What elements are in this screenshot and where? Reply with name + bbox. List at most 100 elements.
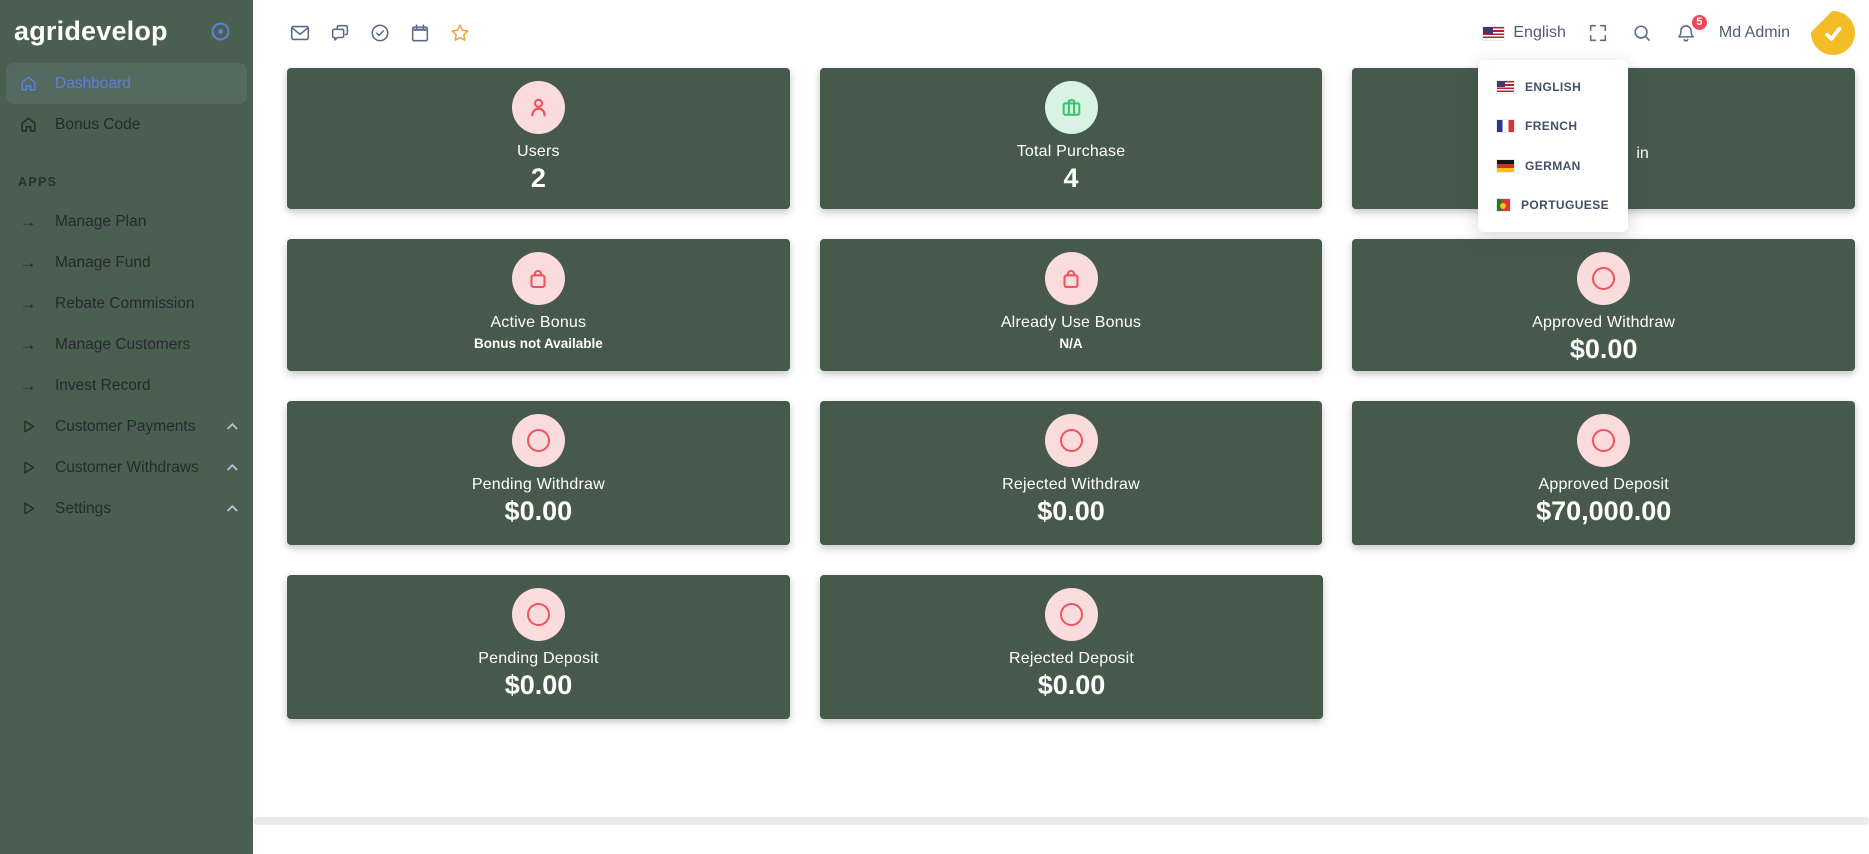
stat-card-label: Approved Withdraw	[1532, 314, 1676, 331]
sidebar-item-label: Dashboard	[55, 74, 131, 92]
stat-card-value: $0.00	[504, 496, 573, 526]
play-icon	[16, 459, 40, 476]
sidebar-item-customer-withdraws[interactable]: Customer Withdraws	[0, 447, 253, 488]
stat-card-label: Active Bonus	[490, 314, 587, 331]
stat-card-label-fragment: in	[1636, 145, 1649, 162]
stat-card-value: 4	[1063, 163, 1079, 193]
home-icon	[16, 115, 40, 134]
sidebar-header: agridevelop	[0, 0, 253, 63]
arrow-icon: →	[19, 253, 37, 272]
stat-card-label: Already Use Bonus	[1000, 314, 1142, 331]
lang-option-label: PORTUGUESE	[1520, 198, 1609, 213]
stat-card-approved-deposit: Approved Deposit $70,000.00	[1352, 401, 1856, 545]
stat-card-pending-deposit: Pending Deposit $0.00	[287, 575, 790, 719]
lang-option-label: ENGLISH	[1525, 79, 1582, 94]
de-flag-icon	[1497, 159, 1514, 172]
ring-icon	[512, 588, 565, 641]
pt-flag-icon	[1497, 199, 1510, 212]
stat-card-active-bonus: Active Bonus Bonus not Available	[287, 239, 790, 371]
stat-card-label: Approved Deposit	[1538, 476, 1669, 493]
star-icon[interactable]	[448, 22, 471, 45]
sidebar-item-label: Manage Plan	[55, 212, 147, 230]
ring-icon	[1577, 252, 1631, 305]
arrow-icon: →	[19, 294, 37, 313]
sidebar-item-dashboard[interactable]: Dashboard	[6, 63, 247, 104]
sidebar-item-invest-record[interactable]: → Invest Record	[0, 365, 253, 406]
stat-card-total-purchase: Total Purchase 4	[819, 68, 1323, 209]
stat-card-approved-withdraw: Approved Withdraw $0.00	[1352, 239, 1856, 371]
search-icon[interactable]	[1631, 22, 1654, 45]
cards-row: Pending Deposit $0.00 Rejected Deposit $0.0…	[287, 575, 1855, 719]
lang-option-label: GERMAN	[1525, 158, 1581, 173]
app-logo[interactable]: agridevelop	[14, 16, 168, 46]
bag-icon	[511, 252, 565, 305]
stat-card-label: Pending Withdraw	[471, 476, 605, 493]
sidebar-item-manage-plan[interactable]: → Manage Plan	[0, 201, 253, 242]
sidebar-item-manage-fund[interactable]: → Manage Fund	[0, 242, 253, 283]
arrow-icon: →	[19, 376, 37, 395]
sidebar-item-manage-customers[interactable]: → Manage Customers	[0, 324, 253, 365]
sidebar-item-label: Bonus Code	[55, 115, 141, 133]
stat-card-value: $0.00	[1569, 334, 1638, 364]
stat-card-already-use-bonus: Already Use Bonus N/A	[819, 239, 1323, 371]
user-name[interactable]: Md Admin	[1718, 24, 1790, 41]
sidebar-item-bonus-code[interactable]: Bonus Code	[0, 104, 253, 145]
stat-card-value: $70,000.00	[1536, 496, 1672, 526]
stat-card-subtext: N/A	[1059, 336, 1083, 351]
stat-card-subtext: Bonus not Available	[473, 336, 603, 351]
sidebar-item-label: Settings	[55, 499, 112, 517]
stat-card-value: $0.00	[1037, 496, 1105, 526]
bag-icon	[1044, 252, 1098, 305]
cards-row: Active Bonus Bonus not Available Already U…	[287, 239, 1856, 371]
stat-card-rejected-deposit: Rejected Deposit $0.00	[820, 575, 1323, 719]
horizontal-scrollbar[interactable]	[253, 817, 1869, 825]
ring-icon	[1045, 588, 1098, 641]
person-icon	[511, 81, 565, 134]
fullscreen-icon[interactable]	[1587, 22, 1610, 45]
sidebar-item-label: Invest Record	[55, 376, 151, 394]
sidebar-item-label: Rebate Commission	[55, 294, 195, 312]
briefcase-icon	[1044, 81, 1098, 134]
dashboard-cards: Users 2 Total Purchase 4 in Active Bonus Bonus…	[253, 66, 1869, 749]
chevron-up-icon	[226, 504, 239, 516]
notifications-bell[interactable]: 5	[1675, 12, 1709, 45]
lang-option-german[interactable]: GERMAN	[1478, 147, 1628, 185]
ring-icon	[511, 414, 565, 467]
bell-icon	[1675, 22, 1698, 45]
top-navbar: English 5 Md Admin	[253, 0, 1869, 66]
lang-option-english[interactable]: ENGLISH	[1478, 68, 1628, 106]
fr-flag-icon	[1497, 120, 1514, 133]
sidebar-item-customer-payments[interactable]: Customer Payments	[0, 406, 253, 447]
sidebar-toggle-record-icon[interactable]	[208, 19, 233, 44]
home-icon	[16, 74, 40, 93]
notification-count-badge: 5	[1689, 12, 1709, 32]
sidebar-section-label: APPS	[18, 175, 58, 189]
lang-option-portuguese[interactable]: PORTUGUESE	[1478, 186, 1628, 224]
sidebar-item-label: Manage Fund	[55, 253, 151, 271]
ring-icon	[1044, 414, 1098, 467]
sidebar: agridevelop Dashboard Bonus Code APPS → Mana…	[0, 0, 253, 854]
stat-card-value: 2	[530, 163, 546, 193]
check-circle-icon[interactable]	[368, 22, 391, 45]
calendar-icon[interactable]	[408, 22, 431, 45]
language-selector[interactable]: English	[1483, 24, 1566, 42]
sidebar-nav: Dashboard Bonus Code APPS → Manage Plan → Mana…	[0, 63, 253, 529]
chevron-up-icon	[226, 463, 239, 475]
lang-option-french[interactable]: FRENCH	[1478, 107, 1628, 145]
sidebar-item-label: Customer Payments	[55, 417, 196, 435]
navbar-shortcut-icons	[288, 22, 471, 45]
language-label: English	[1513, 24, 1566, 41]
stat-card-label: Users	[516, 143, 560, 160]
arrow-icon: →	[19, 212, 37, 231]
mail-icon[interactable]	[288, 22, 311, 45]
stat-card-value: $0.00	[1037, 670, 1106, 700]
play-icon	[16, 500, 40, 517]
arrow-icon: →	[19, 335, 37, 354]
cards-row: Pending Withdraw $0.00 Rejected Withdraw $0…	[287, 401, 1856, 545]
sidebar-item-rebate-commission[interactable]: → Rebate Commission	[0, 283, 253, 324]
sidebar-item-label: Manage Customers	[55, 335, 191, 353]
user-avatar[interactable]	[1811, 11, 1855, 55]
sidebar-item-settings[interactable]: Settings	[0, 488, 253, 529]
sidebar-item-label: Customer Withdraws	[55, 458, 199, 476]
chat-icon[interactable]	[328, 22, 351, 45]
